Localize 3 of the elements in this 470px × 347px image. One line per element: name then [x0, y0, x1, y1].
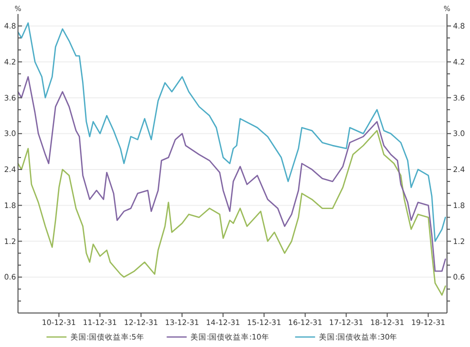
- line-series: [17, 76, 446, 272]
- line-series: [17, 130, 446, 296]
- line-series: [17, 22, 446, 242]
